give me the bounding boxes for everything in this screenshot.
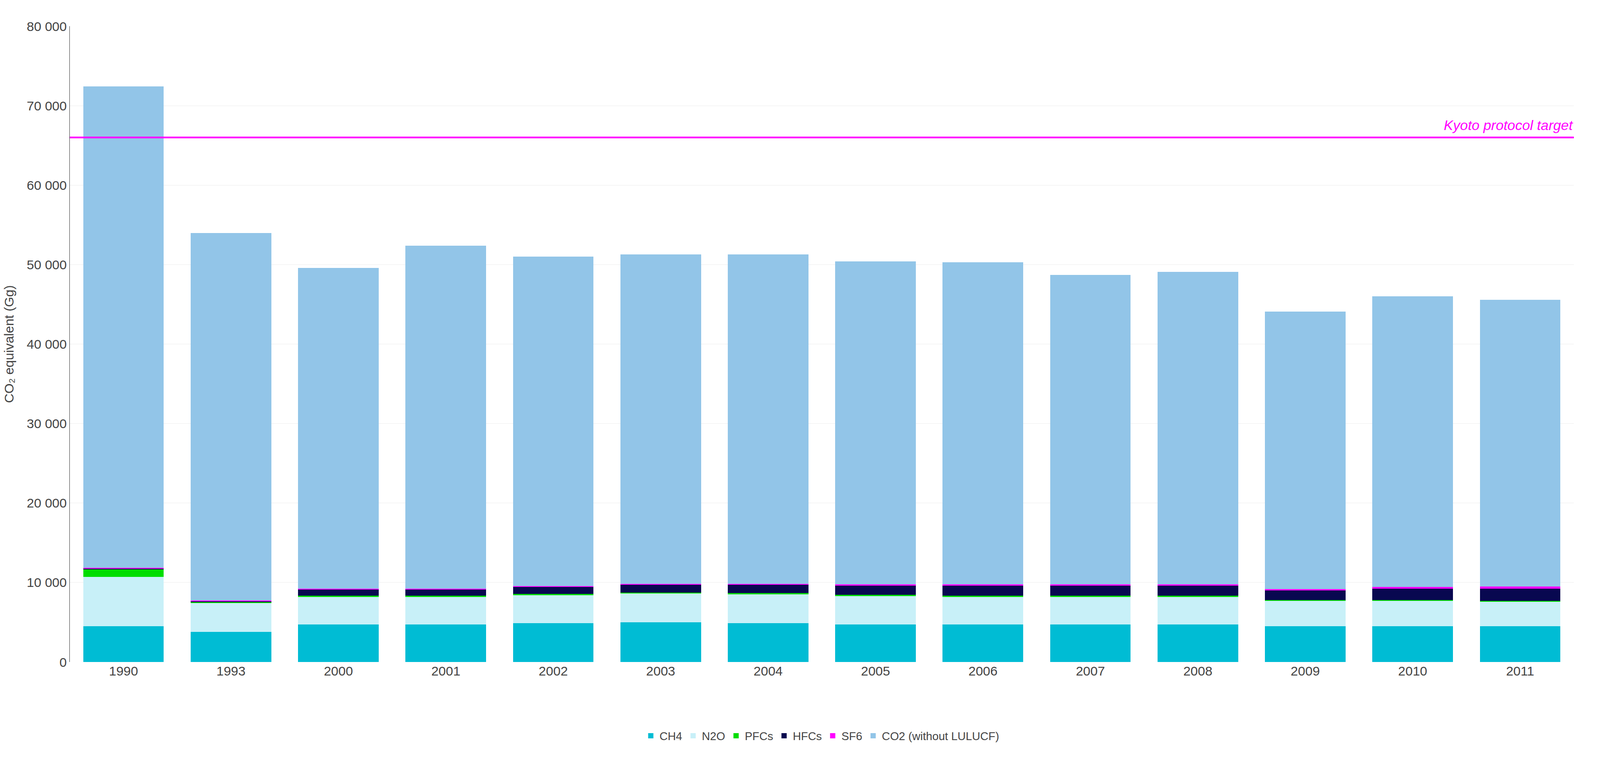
svg-text:2011: 2011 bbox=[1506, 663, 1535, 679]
svg-text:CO₂ equivalent (Gg): CO₂ equivalent (Gg) bbox=[1, 284, 17, 403]
svg-text:2007: 2007 bbox=[1075, 663, 1106, 679]
svg-text:2010: 2010 bbox=[1397, 663, 1428, 679]
svg-text:40 000: 40 000 bbox=[26, 336, 67, 352]
svg-text:0: 0 bbox=[59, 654, 67, 670]
svg-text:CH4: CH4 bbox=[659, 729, 683, 743]
svg-text:2003: 2003 bbox=[646, 663, 676, 679]
svg-text:10 000: 10 000 bbox=[26, 575, 67, 590]
svg-text:2002: 2002 bbox=[538, 663, 569, 679]
svg-text:2008: 2008 bbox=[1183, 663, 1213, 679]
svg-text:1993: 1993 bbox=[216, 663, 246, 679]
svg-text:2004: 2004 bbox=[753, 663, 783, 679]
svg-text:80 000: 80 000 bbox=[26, 19, 67, 34]
svg-text:50 000: 50 000 bbox=[26, 257, 67, 272]
svg-text:N2O: N2O bbox=[702, 729, 726, 743]
svg-text:Kyoto protocol target: Kyoto protocol target bbox=[1443, 117, 1573, 134]
svg-text:SF6: SF6 bbox=[841, 729, 863, 743]
svg-text:2009: 2009 bbox=[1290, 663, 1320, 679]
svg-text:CO2 (without LULUCF): CO2 (without LULUCF) bbox=[881, 729, 1000, 743]
svg-text:2000: 2000 bbox=[323, 663, 353, 679]
svg-text:60 000: 60 000 bbox=[26, 178, 67, 193]
svg-text:PFCs: PFCs bbox=[744, 729, 774, 743]
svg-text:2001: 2001 bbox=[431, 663, 461, 679]
svg-text:1990: 1990 bbox=[109, 663, 139, 679]
svg-text:2005: 2005 bbox=[860, 663, 891, 679]
svg-text:HFCs: HFCs bbox=[792, 729, 822, 743]
svg-text:70 000: 70 000 bbox=[26, 98, 67, 114]
svg-text:20 000: 20 000 bbox=[26, 495, 67, 511]
svg-text:2006: 2006 bbox=[968, 663, 998, 679]
svg-text:30 000: 30 000 bbox=[26, 416, 67, 431]
